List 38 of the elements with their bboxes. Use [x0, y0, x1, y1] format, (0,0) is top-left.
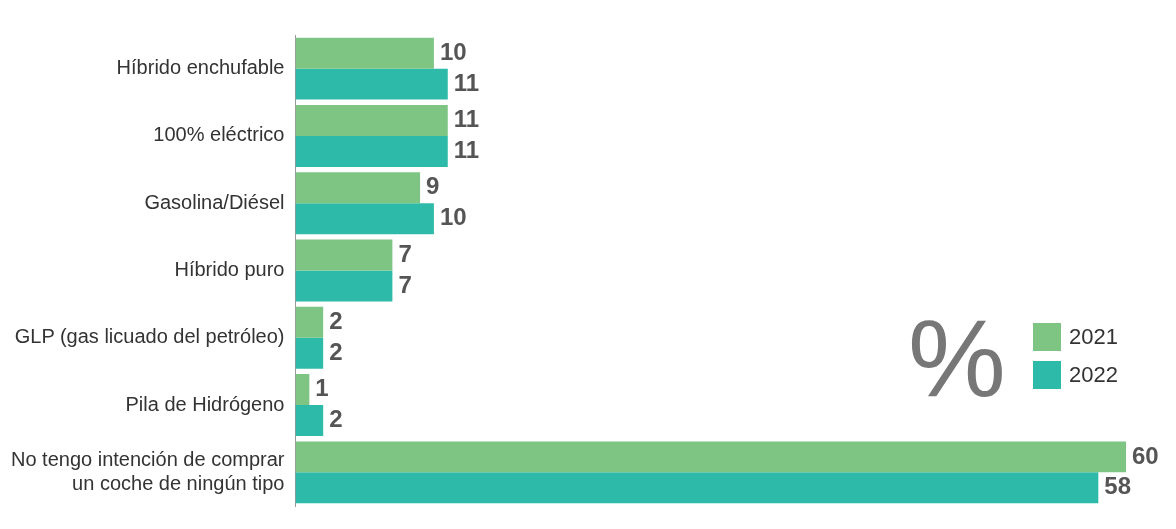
data-label: 11 [453, 68, 480, 96]
y-tick-label: 100% eléctrico [153, 123, 285, 146]
data-label: 7 [398, 239, 412, 267]
data-label: 58 [1104, 472, 1132, 500]
bar [295, 135, 448, 167]
data-label: 2 [329, 405, 343, 433]
bar [295, 172, 421, 204]
legend-label: 2021 [1069, 324, 1118, 350]
data-label: 10 [439, 37, 467, 65]
data-label: 60 [1132, 441, 1159, 469]
data-label: 2 [329, 337, 343, 365]
data-label: 10 [439, 203, 467, 231]
bar [295, 337, 324, 369]
y-tick-label: No tengo intención de comprar un coche de ningún tipo [11, 447, 285, 494]
bar [295, 405, 324, 437]
y-tick-label: Híbrido puro [174, 258, 285, 281]
data-label: 7 [398, 270, 412, 298]
bar [295, 104, 448, 136]
bar [295, 306, 324, 338]
data-label: 9 [426, 172, 440, 200]
bar [295, 441, 1126, 473]
bar [295, 472, 1099, 504]
data-label: 11 [453, 105, 480, 133]
y-tick-label: Gasolina/Diésel [144, 190, 285, 213]
annotation: % [908, 296, 1006, 419]
bar [295, 203, 434, 235]
y-tick-label: GLP (gas licuado del petróleo) [14, 325, 285, 348]
y-tick-label: Híbrido enchufable [116, 56, 285, 79]
bar [295, 37, 434, 69]
bar [295, 68, 448, 100]
bar [295, 239, 393, 271]
bar [295, 270, 393, 302]
legend-label: 2022 [1069, 362, 1118, 388]
data-label: 2 [329, 306, 343, 334]
data-label: 1 [315, 374, 329, 402]
y-tick-label: Pila de Hidrógeno [125, 392, 285, 415]
data-label: 11 [453, 136, 480, 164]
bar [295, 374, 310, 406]
